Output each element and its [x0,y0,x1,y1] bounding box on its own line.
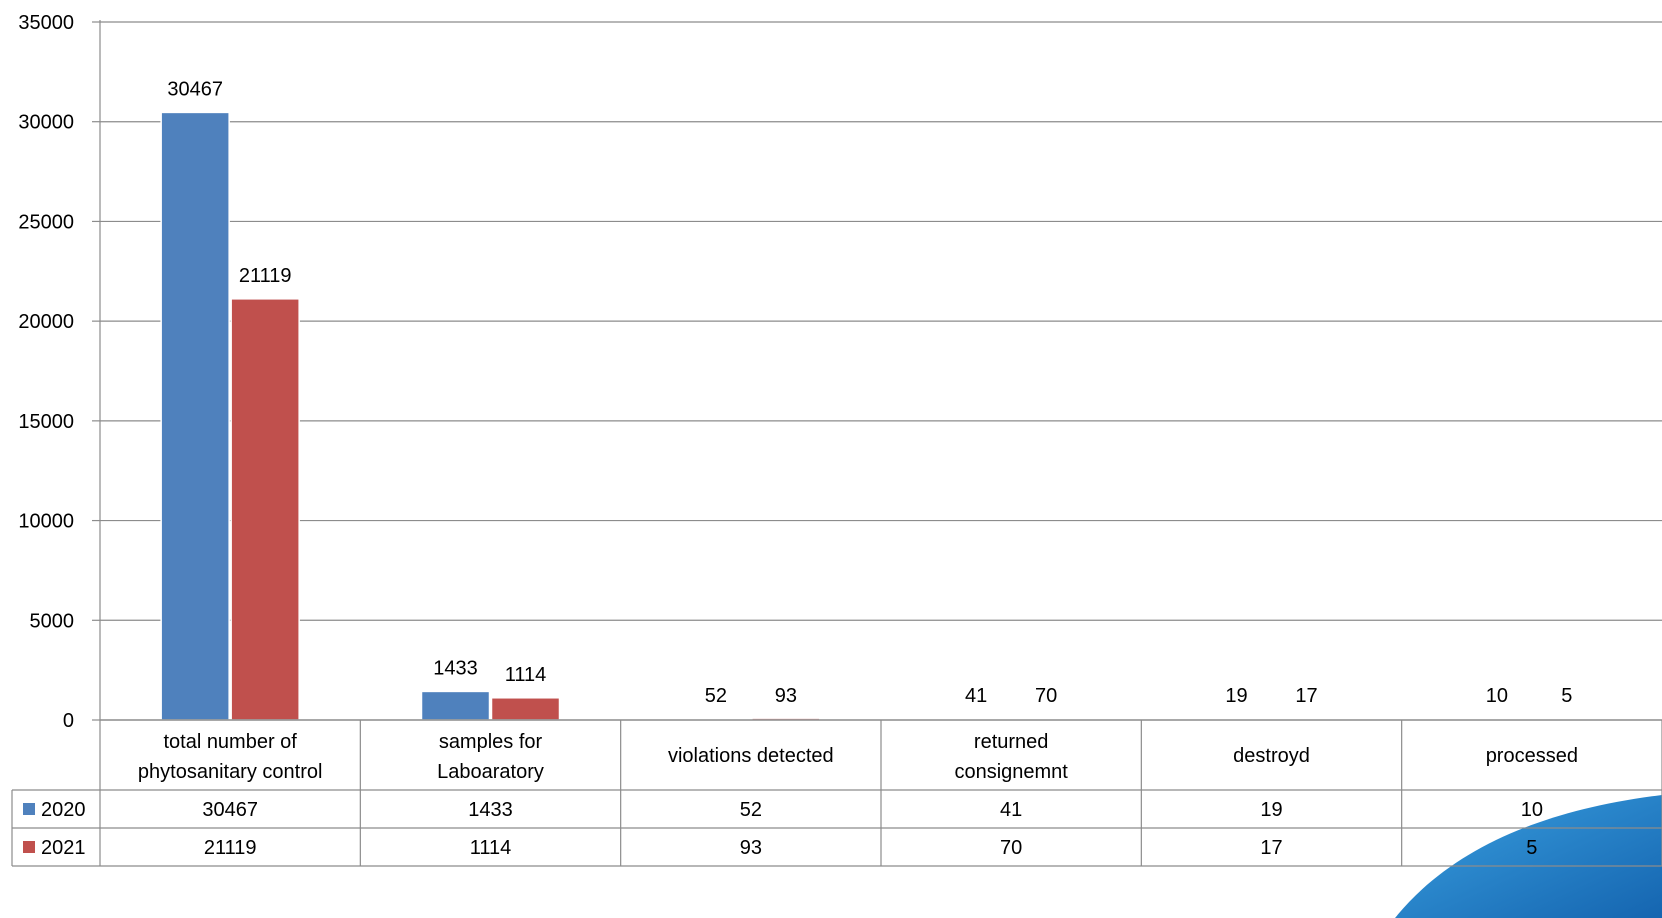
svg-text:total number of: total number of [163,731,297,753]
data-table: total number of phytosanitary control samp… [11,719,1662,867]
category-label: total number of phytosanitary control [138,731,323,783]
bar-2020 [420,690,491,721]
svg-text:consignemnt: consignemnt [954,761,1068,783]
data-label: 30467 [167,78,223,100]
y-tick-label: 20000 [18,311,74,333]
legend-label: 2020 [41,799,86,821]
legend-key-2020 [23,803,35,815]
y-tick-label: 5000 [30,610,75,632]
table-cell: 5 [1526,837,1537,859]
data-label: 41 [965,685,987,707]
svg-text:destroyd: destroyd [1233,745,1310,767]
y-tick-label: 35000 [18,12,74,34]
bar-2021 [230,298,300,721]
data-label: 70 [1035,685,1057,707]
table-cell: 21119 [204,837,257,859]
table-cell: 1433 [468,799,513,821]
table-cell: 10 [1521,799,1543,821]
y-tick-label: 0 [63,710,74,732]
data-label: 5 [1561,685,1572,707]
table-cell: 30467 [202,799,258,821]
category-label: violations detected [668,745,834,767]
data-label: 93 [775,685,797,707]
y-tick-label: 30000 [18,112,74,134]
data-label: 19 [1225,685,1247,707]
data-label: 1433 [433,657,478,679]
svg-text:phytosanitary control: phytosanitary control [138,761,323,783]
data-label: 52 [705,685,727,707]
bar-2020 [160,111,230,721]
table-cell: 41 [1000,799,1022,821]
bars [160,111,1602,721]
table-cell: 17 [1260,837,1282,859]
data-label: 1114 [505,664,547,686]
decorative-swoosh [1395,795,1662,918]
gridlines [100,21,1662,621]
legend-label: 2021 [41,837,86,859]
category-label: destroyd [1233,745,1310,767]
legend-key-2021 [23,841,35,853]
bar-2021 [490,697,561,721]
y-axis: 0 5000 10000 15000 20000 25000 30000 35000 [18,12,101,732]
table-cell: 1114 [470,837,512,859]
svg-text:violations detected: violations detected [668,745,834,767]
y-tick-label: 25000 [18,211,74,233]
data-label: 21119 [239,265,292,287]
y-tick-label: 10000 [18,511,74,533]
table-cell: 93 [740,837,762,859]
svg-text:Laboaratory: Laboaratory [437,761,544,783]
data-label: 10 [1486,685,1508,707]
category-label: samples for Laboaratory [437,731,544,783]
svg-text:samples for: samples for [439,731,543,753]
data-labels: 30467 21119 1433 1114 52 93 41 70 19 17 10 5 [167,78,1572,707]
data-label: 17 [1295,685,1317,707]
y-tick-label: 15000 [18,411,74,433]
table-cell: 19 [1260,799,1282,821]
category-label: returned consignemnt [954,731,1068,783]
svg-text:returned: returned [974,731,1049,753]
category-label: processed [1486,745,1578,767]
table-cell: 52 [740,799,762,821]
table-cell: 70 [1000,837,1022,859]
svg-text:processed: processed [1486,745,1578,767]
